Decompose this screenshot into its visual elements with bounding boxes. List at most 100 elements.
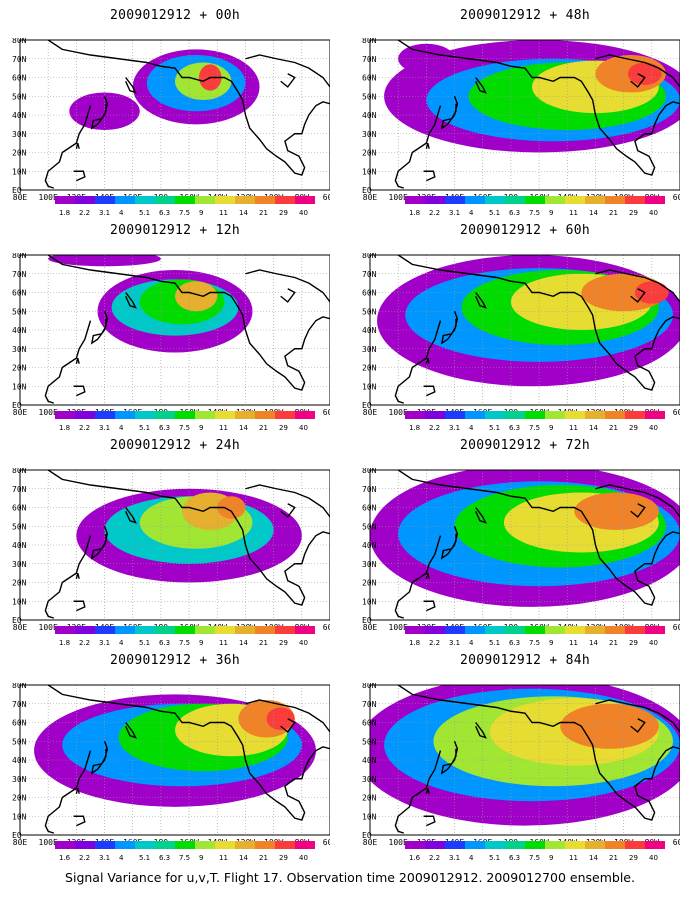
colorbar-swatch	[155, 626, 175, 634]
colorbar-swatch	[195, 626, 215, 634]
colorbar-label: 2.2	[429, 854, 440, 862]
colorbar-swatch	[215, 411, 235, 419]
colorbar-label: 14	[239, 209, 248, 217]
latitude-label: 30N	[362, 345, 377, 354]
panel-title: 2009012912 + 12h	[109, 223, 241, 238]
colorbar-swatch	[255, 196, 275, 204]
latitude-label: 60N	[362, 74, 377, 83]
latitude-label: 10N	[362, 812, 377, 821]
colorbar-label: 9	[549, 854, 553, 862]
longitude-label: 60W	[323, 193, 330, 202]
latitude-label: EQ	[362, 831, 372, 840]
colorbar-label: 29	[279, 424, 288, 432]
latitude-label: 70N	[12, 485, 27, 494]
colorbar-label: 7.5	[179, 424, 190, 432]
colorbar-label: 11	[219, 209, 228, 217]
colorbar-swatch	[255, 411, 275, 419]
latitude-label: 10N	[362, 382, 377, 391]
colorbar-swatch	[565, 411, 585, 419]
latitude-label: 70N	[362, 700, 377, 709]
longitude-label: 100E	[39, 408, 58, 417]
colorbar-swatch	[135, 626, 155, 634]
colorbar-label: 1.8	[59, 209, 70, 217]
colorbar-label: 4	[119, 424, 124, 432]
panel-title: 2009012912 + 60h	[459, 223, 591, 238]
colorbar-swatch	[255, 841, 275, 849]
colorbar-swatch	[425, 626, 445, 634]
colorbar-swatch	[465, 841, 485, 849]
map-panel: 2009012912 + 12h EQ 10N 20N 30N 40N 50N 60N 70N 8…	[0, 215, 350, 432]
colorbar-label: 3.1	[449, 209, 460, 217]
longitude-label: 100E	[39, 838, 58, 847]
colorbar-swatch	[175, 626, 195, 634]
colorbar-swatch	[95, 626, 115, 634]
latitude-label: 20N	[362, 579, 377, 588]
latitude-label: EQ	[12, 616, 22, 625]
colorbar-swatch	[565, 196, 585, 204]
latitude-label: 30N	[362, 130, 377, 139]
colorbar-label: 6.3	[159, 424, 170, 432]
colorbar-swatch	[625, 196, 645, 204]
longitude-label: 80E	[13, 408, 28, 417]
colorbar-swatch	[155, 411, 175, 419]
colorbar: 1.6 2.2 3.1 4 5.1 6.3 7.5 9 11 14 21 29 40	[55, 841, 315, 862]
colorbar-label: 5.1	[139, 854, 150, 862]
colorbar-swatch	[95, 196, 115, 204]
latitude-label: 80N	[362, 38, 377, 45]
colorbar-swatch	[585, 626, 605, 634]
colorbar-label: 6.3	[159, 854, 170, 862]
latitude-label: 30N	[362, 775, 377, 784]
colorbar: 1.6 2.2 3.1 4 5.1 6.3 7.5 9 11 14 21 29 40	[405, 841, 665, 862]
colorbar-swatch	[645, 411, 665, 419]
colorbar-label: 2.2	[429, 209, 440, 217]
latitude-label: 20N	[12, 149, 27, 158]
map-panel: 2009012912 + 00h EQ 10N 20N 30N 40N 50N 60N 70N 8…	[0, 0, 350, 217]
colorbar-label: 3.1	[99, 424, 110, 432]
latitude-label: 70N	[12, 55, 27, 64]
colorbar-swatch	[175, 196, 195, 204]
colorbar-swatch	[645, 196, 665, 204]
latitude-label: 10N	[12, 382, 27, 391]
colorbar-swatch	[625, 841, 645, 849]
colorbar-swatch	[155, 841, 175, 849]
colorbar-swatch	[135, 841, 155, 849]
longitude-label: 100E	[389, 623, 408, 632]
latitude-label: 30N	[12, 345, 27, 354]
latitude-label: 80N	[12, 683, 27, 690]
map-panel: 2009012912 + 24h EQ 10N 20N 30N 40N 50N 60N 70N 8…	[0, 430, 350, 647]
map-panel: 2009012912 + 36h EQ 10N 20N 30N 40N 50N 60N 70N 8…	[0, 645, 350, 862]
colorbar-swatch	[585, 196, 605, 204]
colorbar-label: 4	[469, 854, 474, 862]
longitude-label: 100E	[39, 623, 58, 632]
colorbar-label: 40	[649, 209, 658, 217]
colorbar-label: 14	[239, 639, 248, 647]
colorbar-swatch	[545, 626, 565, 634]
colorbar-label: 4	[119, 639, 124, 647]
colorbar-label: 7.5	[529, 209, 540, 217]
colorbar: 1.8 2.2 3.1 4 5.1 6.3 7.5 9 11 14 21 29 40	[55, 411, 315, 432]
latitude-label: 20N	[362, 794, 377, 803]
colorbar-swatch	[505, 841, 525, 849]
colorbar-label: 3.1	[449, 639, 460, 647]
colorbar-swatch	[485, 196, 505, 204]
latitude-label: 10N	[362, 597, 377, 606]
colorbar-label: 7.5	[179, 209, 190, 217]
map-panel: 2009012912 + 48h EQ 10N 20N 30N 40N 50N 60N 70N 8…	[350, 0, 700, 217]
colorbar-swatch	[425, 411, 445, 419]
latitude-label: 80N	[12, 38, 27, 45]
latitude-label: 60N	[362, 719, 377, 728]
latitude-label: 60N	[362, 289, 377, 298]
colorbar-label: 40	[299, 854, 308, 862]
latitude-label: 20N	[362, 364, 377, 373]
colorbar-swatch	[625, 411, 645, 419]
colorbar-swatch	[505, 196, 525, 204]
colorbar-swatch	[445, 626, 465, 634]
colorbar-label: 5.1	[489, 854, 500, 862]
longitude-label: 80E	[363, 838, 378, 847]
colorbar-swatch	[55, 196, 75, 204]
latitude-label: 70N	[362, 270, 377, 279]
colorbar-label: 5.1	[489, 424, 500, 432]
colorbar-label: 9	[549, 424, 553, 432]
latitude-label: 60N	[12, 504, 27, 513]
colorbar-swatch	[235, 626, 255, 634]
